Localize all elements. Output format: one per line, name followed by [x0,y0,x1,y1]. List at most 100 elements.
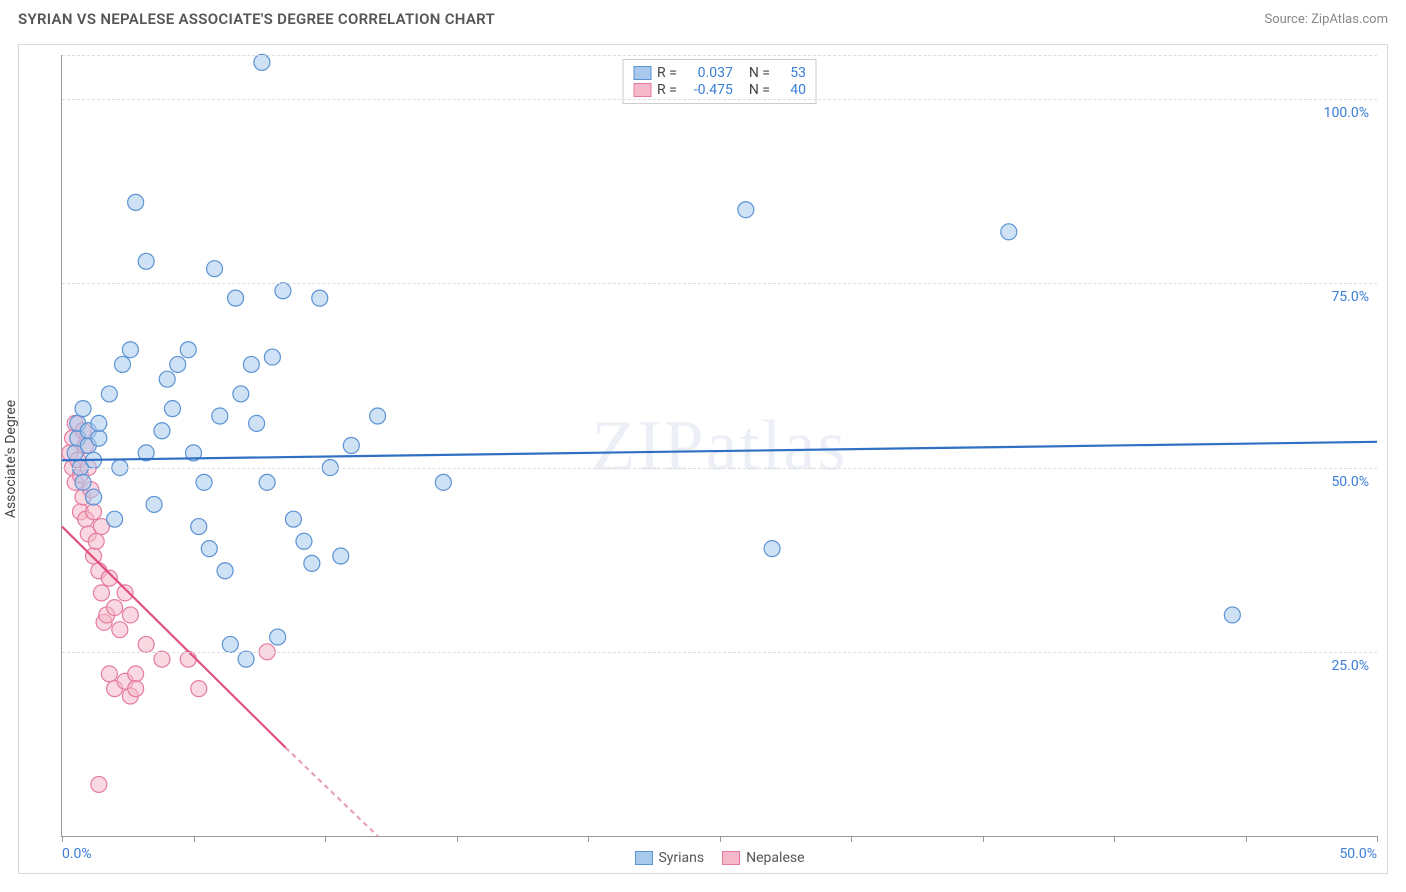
data-point [101,386,117,402]
data-point [122,607,138,623]
data-point [91,415,107,431]
data-point [112,622,128,638]
data-point [259,474,275,490]
data-point [285,511,301,527]
data-point [164,401,180,417]
regression-line [286,748,378,836]
data-point [86,504,102,520]
x-tick-label: 0.0% [62,846,92,862]
legend-series: Syrians Nepalese [634,850,804,866]
data-point [764,541,780,557]
x-tick-label: 50.0% [1339,846,1377,862]
y-tick-label: 100.0% [1324,105,1369,121]
data-point [122,342,138,358]
x-tick [325,836,326,842]
gridline [62,99,1377,100]
data-point [233,386,249,402]
x-tick [851,836,852,842]
data-point [93,585,109,601]
data-point [101,666,117,682]
data-point [238,651,254,667]
x-tick [983,836,984,842]
data-point [75,474,91,490]
legend-item-syrians: Syrians [634,850,704,866]
nepalese-label: Nepalese [746,850,804,866]
y-tick-label: 25.0% [1331,658,1369,674]
data-point [88,533,104,549]
data-point [138,636,154,652]
data-point [333,548,349,564]
data-point [243,356,259,372]
data-point [107,511,123,527]
x-tick [1114,836,1115,842]
source-attribution: Source: ZipAtlas.com [1264,12,1388,27]
data-point [91,430,107,446]
data-point [180,651,196,667]
data-point [296,533,312,549]
data-point [159,371,175,387]
data-point [270,629,286,645]
data-point [370,408,386,424]
y-tick-label: 50.0% [1331,474,1369,490]
x-tick [1246,836,1247,842]
data-point [1001,224,1017,240]
data-point [738,202,754,218]
data-point [435,474,451,490]
data-point [154,423,170,439]
data-point [191,681,207,697]
regression-line [62,527,286,748]
data-point [312,290,328,306]
data-point [343,438,359,454]
x-tick [194,836,195,842]
data-point [275,283,291,299]
plot-area: ZIPatlas R = 0.037 N = 53 R = -0.475 N =… [61,55,1377,837]
legend-item-nepalese: Nepalese [722,850,804,866]
data-point [254,54,270,70]
data-point [212,408,228,424]
x-tick [457,836,458,842]
y-axis-label: Associate's Degree [3,400,19,518]
gridline [62,468,1377,469]
data-point [128,666,144,682]
data-point [138,253,154,269]
data-point [196,474,212,490]
data-point [249,415,265,431]
data-point [222,636,238,652]
data-point [114,356,130,372]
gridline [62,652,1377,653]
data-point [128,194,144,210]
data-point [191,519,207,535]
gridline [62,55,1377,56]
data-point [107,600,123,616]
data-point [75,401,91,417]
data-point [217,563,233,579]
swatch-syrians [634,851,652,865]
data-point [91,776,107,792]
data-point [201,541,217,557]
data-point [86,548,102,564]
chart-container: Associate's Degree ZIPatlas R = 0.037 N … [18,44,1388,874]
data-point [146,496,162,512]
data-point [170,356,186,372]
data-point [128,681,144,697]
chart-title: SYRIAN VS NEPALESE ASSOCIATE'S DEGREE CO… [18,10,495,28]
x-tick [62,836,63,842]
data-point [154,651,170,667]
plot-svg [62,55,1377,836]
y-tick-label: 75.0% [1331,289,1369,305]
x-tick [588,836,589,842]
x-tick [1377,836,1378,842]
data-point [86,489,102,505]
data-point [264,349,280,365]
data-point [228,290,244,306]
data-point [207,261,223,277]
syrians-label: Syrians [658,850,704,866]
data-point [180,342,196,358]
data-point [1224,607,1240,623]
regression-line [62,442,1377,460]
data-point [304,555,320,571]
swatch-nepalese [722,851,740,865]
data-point [117,585,133,601]
x-tick [720,836,721,842]
gridline [62,283,1377,284]
